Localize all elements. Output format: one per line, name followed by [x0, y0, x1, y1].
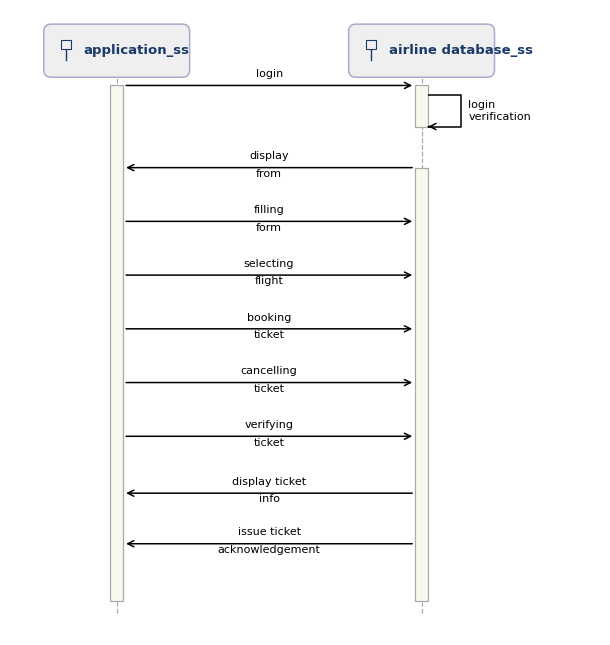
Bar [415, 168, 428, 600]
Bar [415, 85, 428, 126]
Text: ticket: ticket [254, 384, 285, 394]
Text: cancelling: cancelling [241, 366, 298, 376]
Text: issue ticket: issue ticket [237, 528, 301, 537]
Text: info: info [259, 495, 279, 504]
Text: application_ss: application_ss [84, 45, 190, 57]
Bar [366, 40, 376, 49]
Text: ticket: ticket [254, 437, 285, 448]
Text: login: login [256, 69, 283, 79]
Text: display: display [249, 152, 289, 161]
FancyBboxPatch shape [44, 24, 190, 77]
Text: filling: filling [254, 205, 284, 215]
Text: booking: booking [247, 312, 292, 322]
Text: selecting: selecting [244, 259, 295, 269]
Text: verifying: verifying [245, 420, 293, 430]
Bar [110, 86, 123, 600]
Text: login
verification: login verification [468, 100, 531, 121]
Text: from: from [256, 169, 282, 179]
Text: display ticket: display ticket [232, 477, 306, 487]
Bar [61, 40, 71, 49]
Text: ticket: ticket [254, 330, 285, 340]
Text: acknowledgement: acknowledgement [218, 545, 321, 555]
Text: flight: flight [255, 276, 284, 286]
Text: airline database_ss: airline database_ss [389, 45, 533, 57]
FancyBboxPatch shape [349, 24, 495, 77]
Text: form: form [256, 223, 282, 233]
